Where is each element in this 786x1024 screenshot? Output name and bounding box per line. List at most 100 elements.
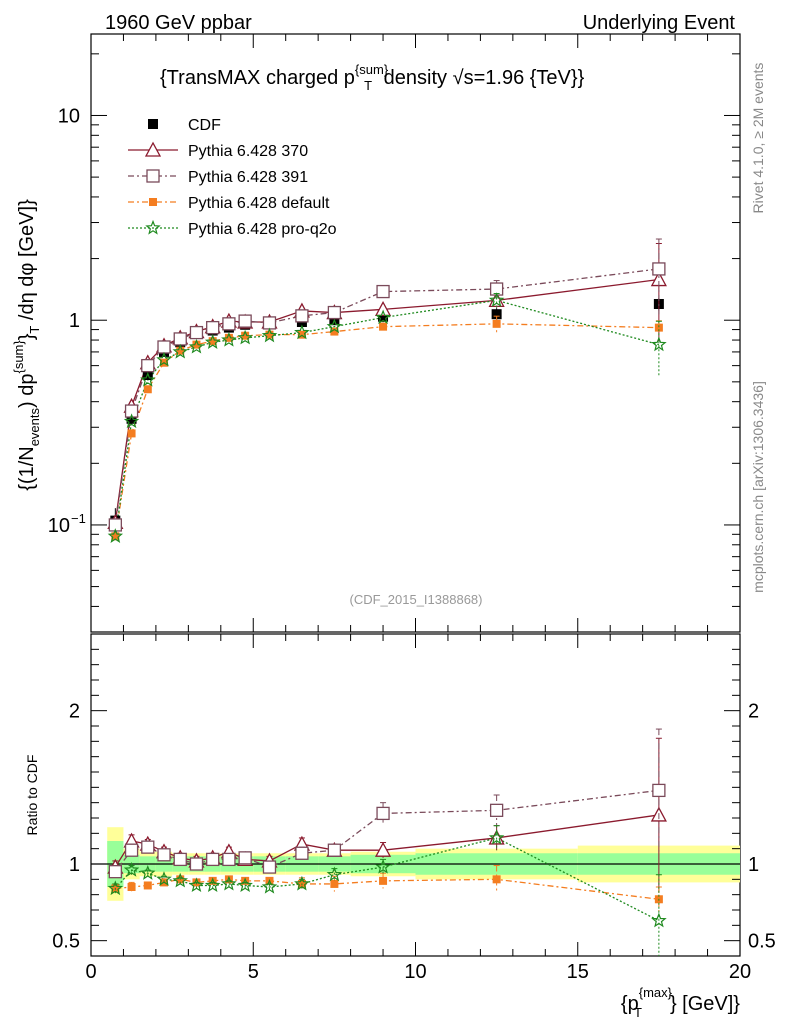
xlabel-close: } [GeV]} — [670, 993, 740, 1015]
xlabel-sub: T — [634, 1005, 642, 1020]
series-point — [295, 309, 309, 323]
series-ratio-point — [262, 860, 277, 874]
legend-marker — [144, 141, 162, 157]
series-line — [114, 268, 659, 526]
series-point — [374, 300, 392, 316]
series-ratio-point — [141, 840, 155, 854]
series-point — [654, 323, 663, 332]
series-point — [107, 528, 124, 543]
legend-label: Pythia 6.428 default — [188, 195, 330, 212]
legend-label: Pythia 6.428 391 — [188, 169, 308, 186]
series-ratio-point — [295, 846, 309, 860]
series-ratio-point — [241, 876, 250, 885]
mcplots-label: mcplots.cern.ch [arXiv:1306.3436] — [750, 381, 766, 593]
series-ratio-point — [173, 852, 187, 867]
legend-label: Pythia 6.428 pro-q2o — [188, 221, 337, 238]
series-point — [330, 327, 339, 336]
x-tick-label: 20 — [729, 961, 751, 983]
series-point — [124, 404, 139, 418]
series-ratio-line — [114, 837, 660, 922]
series-ratio-point — [222, 852, 236, 867]
ratio-panel-series — [107, 728, 667, 956]
series-ratio-point — [327, 843, 342, 857]
series-ratio-point — [124, 843, 139, 857]
ylabel-d: /dη dφ [GeV]} — [16, 199, 38, 326]
main-panel-series — [107, 238, 667, 543]
series-ratio-point — [488, 829, 505, 845]
series-ratio-point — [237, 877, 253, 893]
series-ratio-point — [489, 803, 504, 817]
series-ratio-point — [376, 806, 390, 821]
series-point — [265, 330, 274, 339]
ylabel-b: ) dp — [16, 374, 38, 408]
legend-marker — [149, 198, 157, 206]
series-point — [326, 318, 343, 334]
ylabel-sup: {sum} — [11, 340, 26, 374]
series-point — [189, 325, 204, 340]
xlabel-open: {p — [621, 993, 639, 1015]
series-point — [111, 532, 120, 541]
data-point — [126, 413, 137, 424]
series-ratio-point — [238, 851, 252, 865]
y-tick-label: 1 — [69, 310, 80, 332]
y-tick-label: 10 — [48, 515, 70, 537]
series-point — [208, 337, 217, 346]
ratio-tick-label: 0.5 — [52, 931, 80, 953]
series-ratio-point — [123, 861, 140, 877]
series-point — [492, 319, 501, 328]
header-right-label: Underlying Event — [583, 12, 736, 34]
series-ratio-point — [157, 848, 171, 862]
series-point — [222, 317, 236, 331]
series-ratio-point — [261, 878, 278, 894]
ratio-panel-frame — [90, 633, 741, 957]
series-ratio-point — [652, 783, 666, 798]
title-sub: T — [364, 78, 372, 93]
series-point — [224, 333, 233, 342]
series-point — [156, 351, 172, 367]
header-left-label: 1960 GeV ppbar — [105, 12, 252, 34]
series-ratio-point — [127, 883, 136, 891]
series-point — [188, 338, 205, 354]
legend-marker — [145, 219, 161, 235]
series-ratio-point — [156, 871, 172, 886]
series-point — [241, 331, 250, 340]
series-point — [204, 334, 221, 349]
series-ratio-point — [108, 865, 122, 879]
ratio-tick-label: 1 — [69, 854, 80, 876]
ratio-tick-label: 2 — [69, 701, 80, 723]
series-point — [261, 327, 278, 343]
title-sqrt: √ — [453, 67, 464, 89]
series-point — [173, 332, 187, 346]
series-point — [375, 309, 391, 325]
y-axis-label: {(1/Nevents) dp{sum}}T /dη dφ [GeV]} — [11, 199, 42, 491]
ratio-y-axis-label: Ratio to CDF — [24, 755, 40, 836]
series-line — [114, 299, 660, 537]
x-tick-label: 10 — [404, 961, 426, 983]
series-ratio-point — [143, 881, 152, 890]
ratio-tick-label-right: 0.5 — [748, 931, 776, 953]
title-part-a: {TransMAX charged p — [160, 67, 355, 89]
series-ratio-point — [374, 841, 392, 857]
series-point — [376, 284, 390, 299]
series-ratio-point — [379, 876, 388, 885]
series-point — [141, 358, 155, 373]
legend-label: Pythia 6.428 370 — [188, 143, 308, 160]
series-ratio-point — [204, 877, 221, 893]
legend: CDF Pythia 6.428 370 Pythia 6.428 391 Pythi… — [128, 117, 337, 238]
title-part-c: s=1.96 {TeV}} — [464, 67, 585, 89]
series-point — [206, 320, 220, 335]
rivet-version-label: Rivet 4.1.0, ≥ 2M events — [750, 63, 766, 214]
ylabel-a: {(1/N — [16, 446, 38, 490]
series-point — [192, 340, 201, 349]
series-line — [114, 323, 659, 537]
legend-marker — [146, 169, 160, 183]
series-point — [379, 322, 388, 331]
series-point — [327, 305, 342, 320]
analysis-watermark: (CDF_2015_I1388868) — [350, 592, 483, 607]
series-ratio-point — [206, 852, 220, 867]
data-uncertainty-bands — [91, 827, 740, 901]
series-ratio-point — [172, 872, 188, 888]
y-axis-label-text: {(1/Nevents) dp{sum}}T /dη dφ [GeV]} — [11, 199, 42, 491]
series-point — [143, 385, 152, 394]
